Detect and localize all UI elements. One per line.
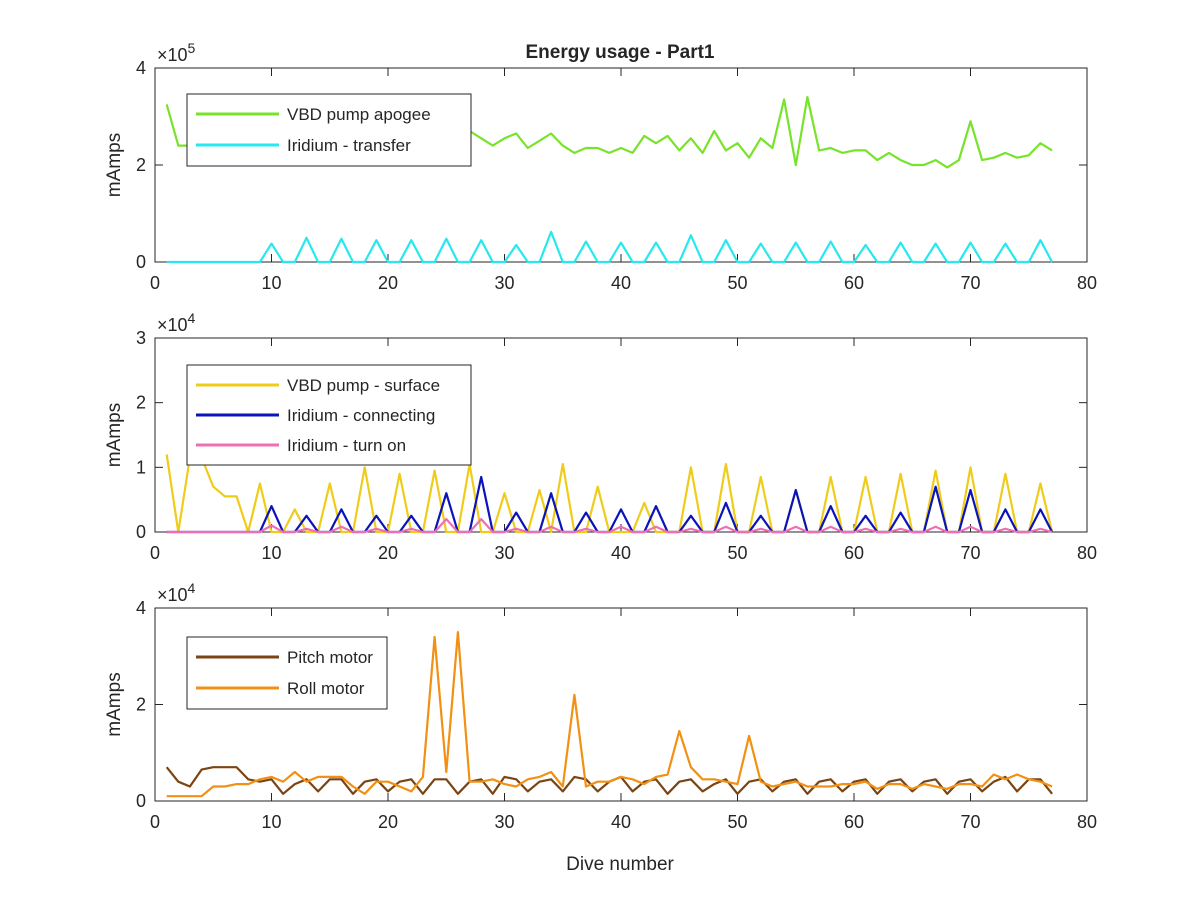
legend-label: Pitch motor [287,648,373,667]
x-tick-label: 40 [611,543,631,563]
y-tick-label: 2 [136,155,146,175]
x-axis-label: Dive number [566,854,674,875]
x-tick-label: 30 [494,273,514,293]
legend: VBD pump - surface Iridium - connecting Ir… [186,364,472,466]
y-axis-label: mAmps [104,133,125,197]
legend-box [186,636,388,710]
y-exponent-label: ×104 [157,310,196,335]
x-tick-label: 40 [611,273,631,293]
x-tick-label: 10 [261,543,281,563]
x-tick-label: 20 [378,812,398,832]
y-tick-label: 3 [136,328,146,348]
x-tick-label: 80 [1077,273,1097,293]
x-tick-label: 40 [611,812,631,832]
x-tick-label: 60 [844,273,864,293]
x-tick-label: 0 [150,812,160,832]
y-tick-label: 0 [136,252,146,272]
legend-label: Roll motor [287,679,365,698]
y-tick-label: 2 [136,695,146,715]
x-tick-label: 50 [727,543,747,563]
series-line-iridium-transfer [166,230,1054,264]
legend-label: Iridium - transfer [287,136,411,155]
series-line-iridium-turn-on [166,517,1053,534]
x-tick-label: 10 [261,273,281,293]
y-tick-label: 1 [136,457,146,477]
legend: Pitch motor Roll motor [186,636,388,710]
y-axis-label: mAmps [104,672,125,736]
subplot-3: 0 10 20 30 40 50 60 70 80 0 2 4 ×104 mAmps Pitch motor… [104,580,1097,832]
legend-label: Iridium - connecting [287,406,435,425]
y-exponent-label: ×104 [157,580,196,605]
x-tick-label: 80 [1077,543,1097,563]
y-tick-label: 0 [136,791,146,811]
x-tick-label: 10 [261,812,281,832]
subplot-1: 0 10 20 30 40 50 60 70 80 0 2 4 ×105 mAmps VBD pump ap… [104,40,1097,293]
legend-label: VBD pump apogee [287,105,431,124]
series-line-roll-motor [166,630,1053,798]
x-tick-label: 70 [960,812,980,832]
subplot-2: 0 10 20 30 40 50 60 70 80 0 1 2 3 ×104 mAmps VBD pump -… [104,310,1097,563]
legend-label: VBD pump - surface [287,376,440,395]
legend-box [186,93,472,167]
x-tick-label: 20 [378,543,398,563]
legend-label: Iridium - turn on [287,436,406,455]
legend: VBD pump apogee Iridium - transfer [186,93,472,167]
y-axis-label: mAmps [104,403,125,467]
x-tick-label: 80 [1077,812,1097,832]
y-tick-label: 4 [136,58,146,78]
x-tick-label: 30 [494,543,514,563]
x-tick-label: 0 [150,273,160,293]
x-tick-label: 70 [960,543,980,563]
x-tick-label: 60 [844,543,864,563]
x-tick-label: 0 [150,543,160,563]
x-tick-label: 30 [494,812,514,832]
y-tick-label: 4 [136,598,146,618]
figure-title: Energy usage - Part1 [525,42,714,63]
x-tick-label: 60 [844,812,864,832]
x-tick-label: 70 [960,273,980,293]
x-tick-label: 50 [727,273,747,293]
y-exponent-label: ×105 [157,40,196,65]
x-tick-label: 50 [727,812,747,832]
y-tick-label: 0 [136,522,146,542]
y-tick-label: 2 [136,393,146,413]
x-tick-label: 20 [378,273,398,293]
